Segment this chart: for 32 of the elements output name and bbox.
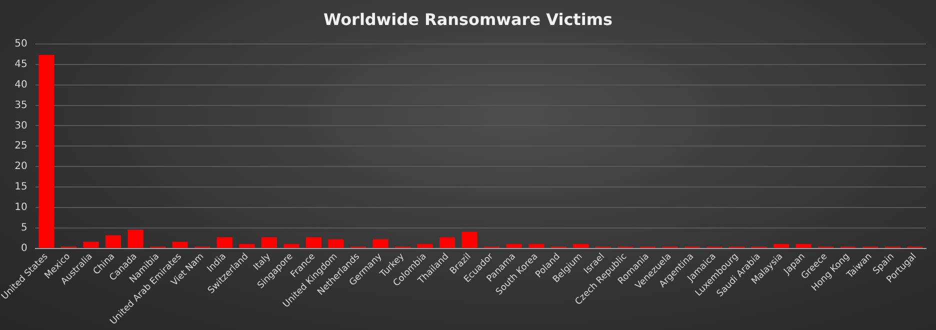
- bar: [328, 239, 344, 248]
- bar: [506, 244, 522, 248]
- bar: [306, 237, 322, 248]
- bar: [38, 55, 54, 248]
- bar: [172, 242, 188, 248]
- bar: [528, 244, 544, 248]
- bar: [83, 242, 99, 248]
- bar: [105, 235, 122, 248]
- y-tick-label: 0: [20, 242, 28, 254]
- bar: [417, 244, 433, 248]
- bar: [284, 244, 300, 248]
- bar: [462, 232, 478, 248]
- y-tick-label: 20: [14, 161, 28, 172]
- bar: [239, 244, 255, 248]
- bar: [439, 237, 456, 248]
- y-tick-label: 10: [14, 202, 28, 214]
- y-tick-label: 5: [20, 222, 28, 234]
- bar: [372, 239, 388, 248]
- y-tick-label: 15: [14, 182, 28, 193]
- y-tick-label: 40: [14, 79, 28, 90]
- y-tick-label: 35: [14, 100, 28, 111]
- bar: [773, 244, 790, 248]
- y-tick-label: 25: [14, 140, 28, 152]
- y-tick-label: 50: [14, 38, 28, 50]
- chart-title: Worldwide Ransomware Victims: [322, 10, 614, 29]
- bar: [216, 237, 232, 248]
- y-tick-label: 30: [14, 120, 28, 132]
- y-tick-label: 45: [14, 59, 28, 70]
- bar: [573, 244, 589, 248]
- bar: [796, 244, 812, 248]
- bar: [261, 237, 277, 248]
- bar: [128, 229, 144, 248]
